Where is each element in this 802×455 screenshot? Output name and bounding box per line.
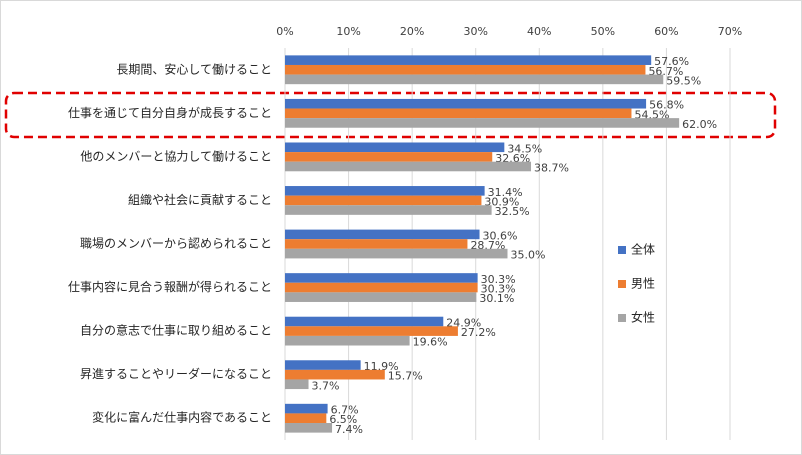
value-label: 54.5%: [634, 108, 669, 121]
bar: [285, 186, 485, 196]
bar: [285, 369, 385, 380]
value-label: 27.2%: [461, 326, 496, 339]
bar: [285, 205, 492, 215]
x-tick-label: 30%: [463, 25, 487, 38]
x-tick-label: 50%: [591, 25, 615, 38]
legend-swatch: [618, 314, 626, 322]
value-label: 11.9%: [364, 360, 399, 373]
value-label: 59.5%: [666, 74, 701, 87]
value-label: 32.5%: [495, 205, 530, 218]
value-label: 19.6%: [413, 336, 448, 349]
bar: [285, 161, 532, 172]
value-label: 30.9%: [484, 195, 519, 208]
legend-label: 全体: [631, 242, 655, 257]
value-label: 32.6%: [495, 152, 530, 165]
y-tick-label: 昇進することやリーダーになること: [80, 366, 272, 381]
bar: [285, 55, 652, 65]
highlight-box: [4, 91, 777, 139]
legend-swatch: [618, 280, 626, 288]
value-label: 34.5%: [507, 142, 542, 155]
value-label: 56.8%: [649, 99, 684, 112]
bar: [285, 360, 361, 370]
value-label: 30.1%: [479, 292, 514, 305]
value-label: 30.3%: [481, 283, 516, 296]
value-label: 56.7%: [648, 65, 683, 78]
bar: [285, 273, 478, 283]
y-tick-label: 仕事内容に見合う報酬が得られること: [68, 279, 272, 294]
bar: [285, 142, 505, 153]
legend-label: 女性: [631, 310, 655, 325]
value-label: 3.7%: [312, 379, 340, 392]
bar: [285, 98, 647, 109]
bar: [285, 326, 458, 336]
bar: [285, 403, 328, 414]
value-label: 30.6%: [483, 229, 518, 242]
value-label: 38.7%: [534, 161, 569, 174]
bar: [285, 152, 493, 162]
bar: [285, 335, 410, 346]
bar: [285, 195, 482, 206]
x-tick-label: 60%: [654, 25, 678, 38]
value-label: 24.9%: [446, 317, 481, 330]
bar: [285, 64, 646, 75]
x-tick-label: 70%: [718, 25, 742, 38]
y-tick-label: 変化に富んだ仕事内容であること: [92, 410, 272, 425]
bar: [285, 229, 480, 240]
y-tick-label: 長期間、安心して働けること: [116, 61, 272, 76]
value-label: 6.7%: [331, 404, 359, 417]
bar: [285, 239, 468, 249]
bar: [285, 282, 478, 293]
bar: [285, 316, 444, 327]
x-tick-label: 20%: [400, 25, 424, 38]
value-label: 6.5%: [329, 413, 357, 426]
value-label: 30.3%: [481, 273, 516, 286]
x-tick-label: 40%: [527, 25, 551, 38]
value-label: 28.7%: [470, 239, 505, 252]
x-tick-label: 0%: [276, 25, 293, 38]
bar: [285, 413, 327, 424]
value-label: 57.6%: [654, 55, 689, 68]
x-tick-label: 10%: [336, 25, 360, 38]
bar: [285, 118, 680, 128]
bar: [285, 108, 632, 119]
legend-swatch: [618, 246, 626, 254]
value-label: 31.4%: [488, 186, 523, 199]
bar: [285, 423, 333, 433]
y-tick-label: 組織や社会に貢献すること: [128, 192, 272, 207]
y-tick-label: 自分の意志で仕事に取り組めること: [80, 323, 272, 338]
bar: [285, 74, 664, 85]
y-tick-label: 他のメンバーと協力して働けること: [80, 148, 272, 163]
bar: [285, 292, 477, 302]
value-label: 35.0%: [511, 249, 546, 262]
bar: [285, 248, 508, 259]
value-label: 62.0%: [682, 118, 717, 131]
y-tick-label: 職場のメンバーから認められること: [80, 236, 272, 251]
bar: [285, 379, 309, 390]
legend-label: 男性: [631, 277, 655, 291]
value-label: 15.7%: [388, 370, 423, 383]
value-label: 7.4%: [335, 423, 363, 436]
y-tick-label: 仕事を通じて自分自身が成長すること: [68, 105, 272, 120]
